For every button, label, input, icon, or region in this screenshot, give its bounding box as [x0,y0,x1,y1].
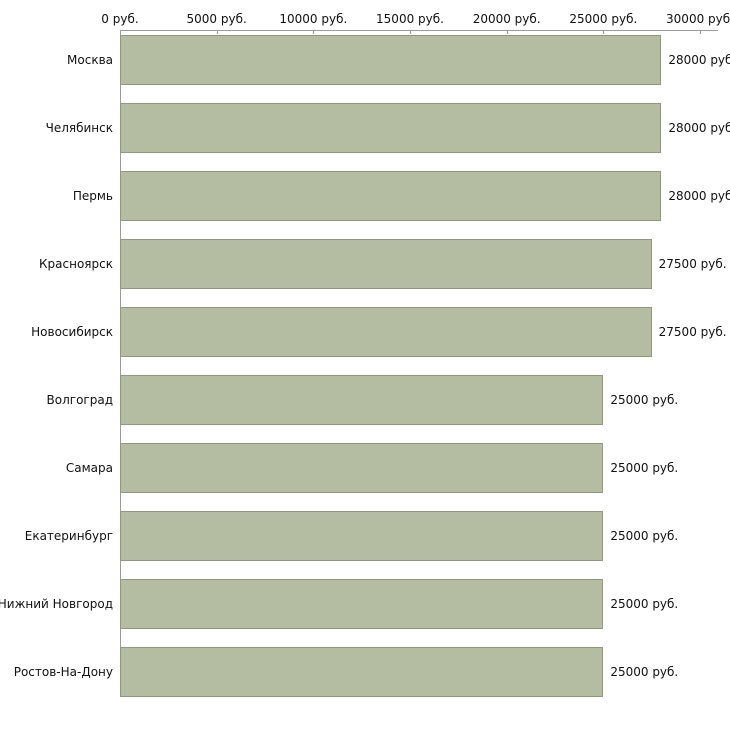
bar-row: Челябинск 28000 руб. [0,103,730,153]
value-label: 25000 руб. [610,461,679,475]
value-label: 25000 руб. [610,665,679,679]
category-label: Волгоград [46,393,113,407]
bar-row: Москва 28000 руб. [0,35,730,85]
x-tick-label: 5000 руб. [186,12,247,26]
bar [120,443,604,493]
bar-row: Нижний Новгород 25000 руб. [0,579,730,629]
bar-row: Екатеринбург 25000 руб. [0,511,730,561]
category-label: Челябинск [45,121,113,135]
bar [120,375,604,425]
bar [120,35,662,85]
category-label: Самара [65,461,113,475]
x-tick-mark [506,30,508,34]
x-tick-label: 10000 руб. [279,12,348,26]
bar [120,511,604,561]
bar [120,579,604,629]
bar-row: Красноярск 27500 руб. [0,239,730,289]
value-label: 28000 руб. [668,121,730,135]
bar [120,171,662,221]
x-tick-label: 30000 руб. [666,12,730,26]
x-tick-mark [216,30,218,34]
bar [120,239,652,289]
bar-row: Волгоград 25000 руб. [0,375,730,425]
bar-row: Самара 25000 руб. [0,443,730,493]
value-label: 27500 руб. [658,325,727,339]
x-tick-mark [603,30,605,34]
x-tick-label: 0 руб. [101,12,139,26]
bar-row: Пермь 28000 руб. [0,171,730,221]
category-label: Москва [67,53,113,67]
category-label: Новосибирск [31,325,113,339]
bar [120,103,662,153]
bar-row: Ростов-На-Дону 25000 руб. [0,647,730,697]
category-label: Красноярск [39,257,113,271]
x-tick-mark [700,30,701,34]
x-tick-label: 15000 руб. [376,12,444,26]
x-tick-label: 20000 руб. [472,12,541,26]
category-label: Ростов-На-Дону [13,665,113,679]
bar-row: Новосибирск 27500 руб. [0,307,730,357]
x-axis-line [120,30,718,31]
value-label: 28000 руб. [668,189,730,203]
y-axis-line [120,30,121,693]
category-label: Пермь [72,189,113,203]
x-tick-label: 25000 руб. [569,12,638,26]
value-label: 28000 руб. [668,53,730,67]
value-label: 25000 руб. [610,529,679,543]
x-tick-mark [313,30,315,34]
bar [120,307,652,357]
value-label: 25000 руб. [610,393,679,407]
value-label: 27500 руб. [658,257,727,271]
value-label: 25000 руб. [610,597,679,611]
bar [120,647,604,697]
category-label: Екатеринбург [24,529,113,543]
x-tick-mark [410,30,411,34]
category-label: Нижний Новгород [0,597,113,611]
